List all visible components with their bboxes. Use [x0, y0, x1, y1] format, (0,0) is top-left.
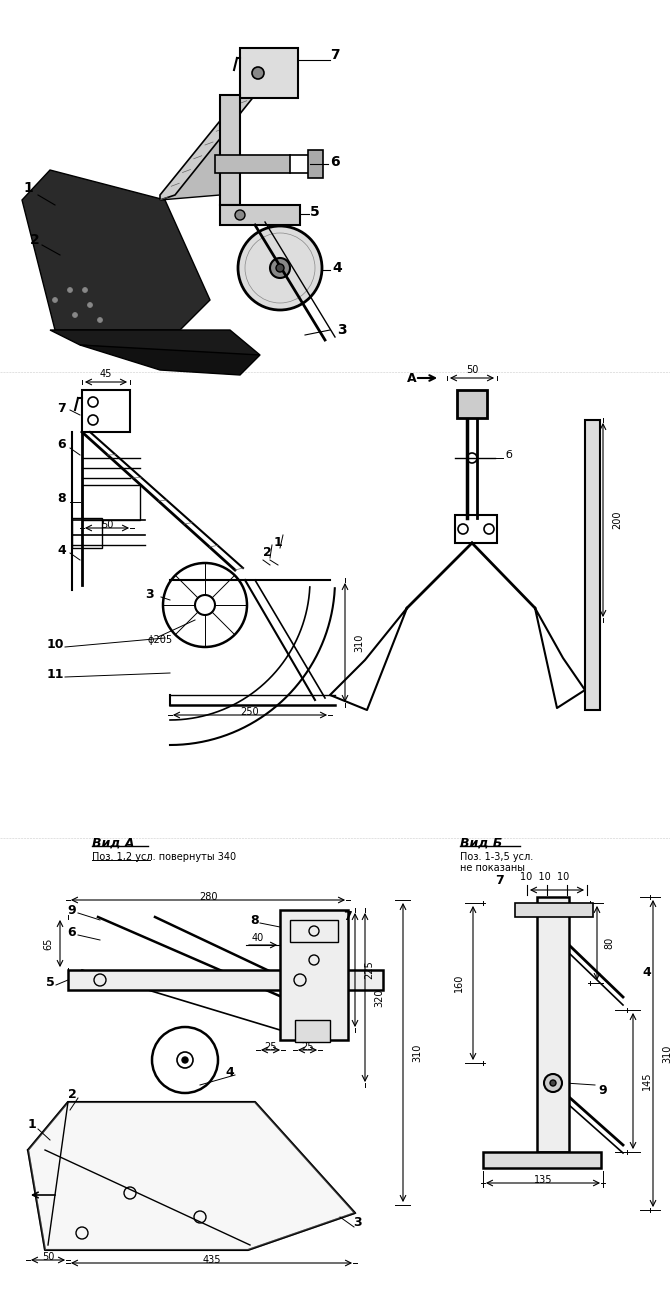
Text: 4: 4: [58, 544, 66, 557]
Text: 8: 8: [58, 492, 66, 505]
Text: 4: 4: [643, 966, 651, 979]
Text: 10: 10: [46, 638, 64, 651]
Bar: [220, 205, 300, 225]
Text: 3: 3: [145, 588, 154, 601]
Text: б: б: [505, 449, 512, 460]
Polygon shape: [160, 85, 255, 199]
Text: 6: 6: [68, 926, 76, 939]
Polygon shape: [22, 170, 210, 330]
Circle shape: [544, 1074, 562, 1092]
Circle shape: [550, 1080, 556, 1087]
Circle shape: [82, 287, 88, 293]
Text: 80: 80: [604, 936, 614, 949]
Circle shape: [52, 298, 58, 303]
Circle shape: [68, 287, 72, 293]
Text: 5: 5: [310, 205, 320, 219]
Circle shape: [98, 317, 103, 322]
Text: 50: 50: [466, 365, 478, 376]
Text: 2: 2: [263, 545, 271, 558]
Text: 8: 8: [251, 913, 259, 926]
Text: 280: 280: [199, 892, 217, 903]
Text: 65: 65: [43, 938, 53, 949]
Polygon shape: [28, 1102, 355, 1250]
Text: 3: 3: [337, 322, 347, 337]
Bar: [240, 48, 298, 98]
Text: не показаны: не показаны: [460, 862, 525, 873]
Bar: [457, 390, 487, 418]
Text: Поз. 1,2 усл. повернуты 340: Поз. 1,2 усл. повернуты 340: [92, 852, 236, 862]
Text: Вид А: Вид А: [92, 837, 135, 850]
Text: 45: 45: [100, 369, 112, 379]
Bar: [483, 1153, 601, 1168]
Bar: [290, 919, 338, 941]
Text: 25: 25: [264, 1042, 277, 1052]
Text: 4: 4: [332, 262, 342, 275]
Text: 7: 7: [344, 910, 352, 923]
Text: 50: 50: [100, 521, 113, 530]
Text: 4: 4: [226, 1067, 234, 1080]
Text: 7: 7: [330, 48, 340, 62]
Bar: [82, 390, 130, 433]
Text: 1: 1: [27, 1119, 36, 1132]
Text: 1: 1: [273, 536, 282, 549]
Bar: [72, 518, 102, 548]
Text: ϕ205: ϕ205: [148, 635, 173, 645]
Text: 6: 6: [330, 155, 340, 170]
Text: 1: 1: [23, 181, 33, 196]
Text: Вид Б: Вид Б: [460, 837, 502, 850]
Text: 25: 25: [302, 1042, 314, 1052]
Circle shape: [235, 210, 245, 220]
Text: 2: 2: [30, 233, 40, 247]
Text: 2: 2: [68, 1089, 76, 1102]
Text: 5: 5: [46, 976, 54, 989]
Bar: [455, 515, 497, 543]
Text: 10  10  10: 10 10 10: [521, 872, 570, 882]
Text: 145: 145: [642, 1072, 652, 1090]
Bar: [295, 1020, 330, 1042]
Circle shape: [252, 67, 264, 79]
Bar: [515, 903, 593, 917]
Text: Поз. 1-3,5 усл.: Поз. 1-3,5 усл.: [460, 852, 533, 862]
Circle shape: [88, 303, 92, 307]
Text: 9: 9: [599, 1084, 607, 1097]
Text: 7: 7: [58, 401, 66, 414]
Text: 435: 435: [202, 1255, 220, 1265]
Text: 9: 9: [68, 904, 76, 917]
Text: 310: 310: [354, 633, 364, 651]
Bar: [280, 910, 348, 1040]
Circle shape: [238, 227, 322, 310]
Bar: [220, 95, 240, 205]
Text: 6: 6: [58, 439, 66, 452]
Text: 200: 200: [612, 510, 622, 530]
Text: 225: 225: [364, 961, 374, 979]
Text: 11: 11: [46, 668, 64, 681]
Text: 135: 135: [534, 1175, 552, 1185]
Text: 310: 310: [412, 1044, 422, 1062]
Text: 320: 320: [374, 988, 384, 1006]
Circle shape: [72, 312, 78, 317]
Polygon shape: [160, 95, 245, 199]
Bar: [585, 420, 600, 710]
Bar: [68, 970, 383, 989]
Circle shape: [270, 258, 290, 278]
Text: 160: 160: [454, 974, 464, 992]
Text: 310: 310: [662, 1044, 670, 1063]
Text: 3: 3: [354, 1216, 362, 1229]
Circle shape: [182, 1057, 188, 1063]
Text: 40: 40: [252, 932, 264, 943]
Polygon shape: [50, 330, 260, 355]
Bar: [308, 150, 323, 177]
Polygon shape: [80, 344, 260, 376]
Text: 50: 50: [42, 1252, 54, 1263]
Text: A: A: [407, 372, 417, 385]
Circle shape: [276, 264, 284, 272]
Bar: [82, 486, 140, 521]
Bar: [537, 897, 569, 1153]
Text: 250: 250: [241, 707, 259, 717]
Text: 7: 7: [496, 874, 505, 887]
Bar: [215, 155, 290, 174]
